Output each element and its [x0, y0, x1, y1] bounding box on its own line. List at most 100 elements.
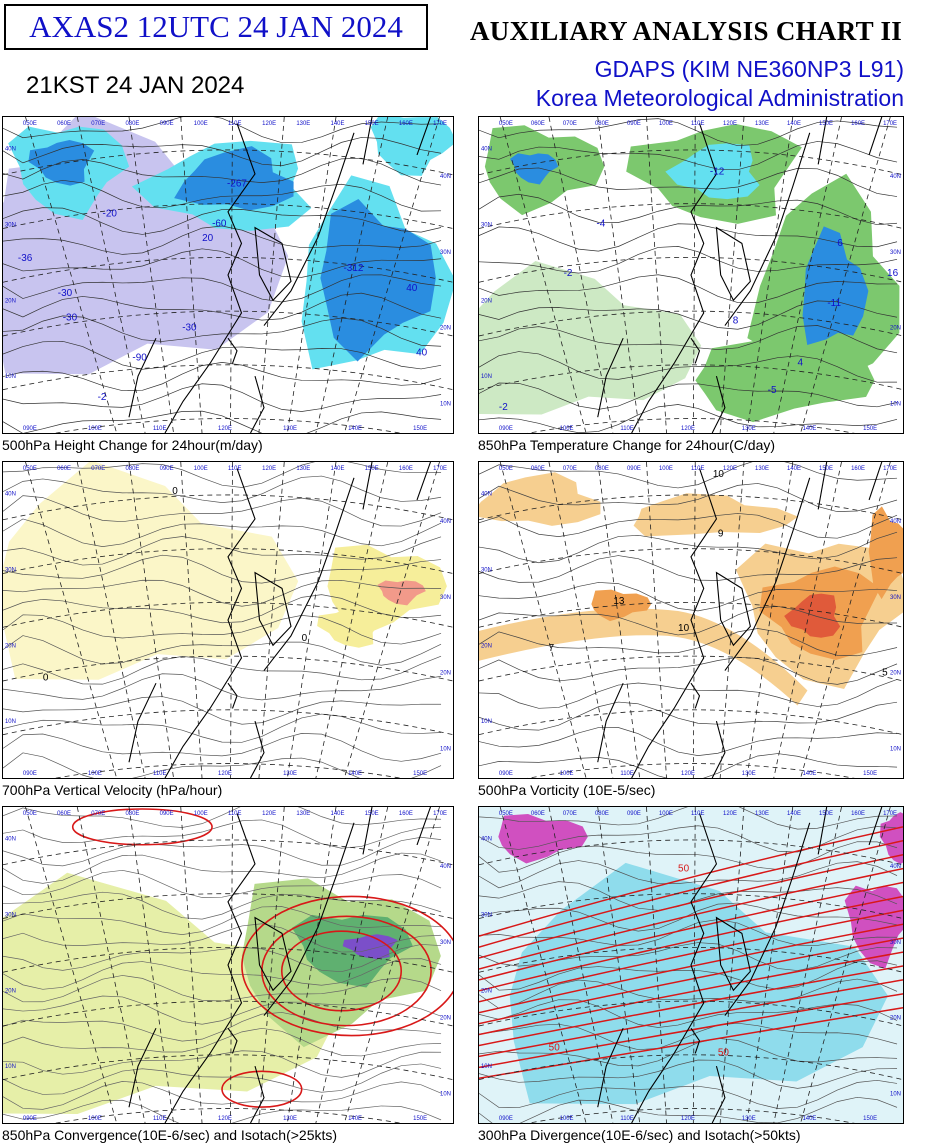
- longitude-line: [692, 462, 696, 778]
- contour-label: 16: [887, 268, 899, 279]
- latitude-line: [479, 602, 903, 628]
- convergence-isotach-map: 050E 060E 070E 080E 090E 100E 110E 120E 130E 140E…: [2, 806, 454, 1124]
- longitude-label: 090E: [627, 121, 641, 127]
- contour-line: [3, 340, 442, 370]
- isotach: [479, 965, 903, 1047]
- latitude-line: [3, 655, 453, 682]
- contour-label: -60: [212, 218, 227, 229]
- isotach: [479, 840, 903, 948]
- coastline: [362, 117, 373, 165]
- longitude-line: [315, 117, 389, 433]
- longitude-label: 100E: [88, 1116, 102, 1122]
- longitude-label: 050E: [499, 121, 513, 127]
- longitude-line: [180, 807, 203, 1123]
- contour-line: [3, 713, 442, 743]
- contour-label: -2: [499, 402, 508, 413]
- latitude-label: 10N: [440, 746, 451, 752]
- contour-line: [479, 555, 898, 583]
- height-fall-area: [320, 198, 436, 362]
- contour-line: [3, 554, 442, 584]
- isotach: [71, 808, 213, 846]
- latitude-line: [3, 149, 453, 176]
- coastline: [164, 468, 256, 778]
- isotach: [479, 951, 903, 1036]
- contour-line: [3, 975, 442, 1003]
- contour-line: [3, 157, 442, 186]
- contour-label: 10: [678, 623, 690, 634]
- longitude-label: 100E: [659, 811, 673, 817]
- vertical-velocity-map: 050E 060E 070E 080E 090E 100E 110E 120E 130E 140E…: [2, 461, 454, 779]
- longitude-line: [646, 117, 667, 433]
- temperature-change-caption: 850hPa Temperature Change for 24hour(C/d…: [478, 437, 776, 453]
- latitude-line: [527, 1108, 855, 1123]
- coastline: [254, 571, 292, 647]
- longitude-label: 090E: [499, 771, 513, 777]
- height-change-map: 050E 060E 070E 080E 090E 100E 110E 120E 130E 140E…: [2, 116, 454, 434]
- contour-line: [3, 1063, 442, 1095]
- longitude-label: 100E: [560, 1116, 574, 1122]
- longitude-label: 060E: [531, 811, 545, 817]
- contour-line: [479, 841, 898, 873]
- longitude-label: 130E: [742, 1116, 756, 1122]
- longitude-label: 130E: [283, 771, 297, 777]
- longitude-label: 140E: [331, 121, 345, 127]
- longitude-label: 110E: [153, 1116, 167, 1122]
- contour-line: [3, 475, 442, 503]
- coastline: [416, 462, 432, 501]
- map-canvas: 050E 060E 070E 080E 090E 100E 110E 120E 130E 140E…: [479, 117, 903, 433]
- longitude-label: 110E: [691, 811, 705, 817]
- longitude-label: 120E: [723, 466, 737, 472]
- longitude-label: 170E: [433, 466, 447, 472]
- latitude-line: [3, 1000, 453, 1027]
- longitude-line: [548, 462, 614, 778]
- coastline: [128, 337, 157, 418]
- contour-line: [3, 117, 442, 144]
- longitude-label: 110E: [153, 426, 167, 432]
- contour-labels: 50 50 50: [549, 864, 730, 1059]
- contour-line: [479, 246, 898, 274]
- contour-label: -2: [564, 268, 573, 279]
- height-fall-area: [370, 117, 453, 176]
- latitude-label: 40N: [890, 864, 901, 870]
- contour-label: 4: [797, 357, 803, 368]
- contour-label: -5: [768, 385, 777, 396]
- longitude-line: [76, 462, 146, 778]
- longitude-label: 120E: [262, 811, 276, 817]
- contour-label: 50: [718, 1047, 730, 1058]
- contour-line: [3, 807, 442, 828]
- longitude-label: 160E: [851, 466, 865, 472]
- strong-divergence-area: [498, 814, 588, 864]
- contour-line: [479, 582, 898, 612]
- contour-line: [3, 362, 442, 392]
- longitude-label: 150E: [413, 1116, 427, 1122]
- latitude-label: 30N: [440, 940, 451, 946]
- longitude-line: [499, 117, 587, 433]
- contour-line: [3, 635, 442, 666]
- contour-labels: -267-312-60-30-90-36-30-30-2-2040402020: [18, 179, 428, 404]
- latitude-line: [527, 763, 855, 778]
- latitude-line: [527, 418, 855, 433]
- longitude-label: 110E: [691, 121, 705, 127]
- contour-line: [479, 753, 898, 778]
- contour-line: [479, 978, 898, 1009]
- contour-labels: 10 9 7 13 10 5: [549, 469, 888, 679]
- longitude-label: 060E: [531, 466, 545, 472]
- coastline: [164, 123, 256, 433]
- longitude-label: 090E: [627, 466, 641, 472]
- latitude-line: [479, 203, 903, 229]
- longitude-label: 100E: [194, 466, 208, 472]
- contour-line: [3, 852, 442, 884]
- coastline: [227, 682, 238, 709]
- latitude-line: [54, 763, 402, 778]
- latitude-label: 30N: [5, 913, 16, 919]
- height-change-caption: 500hPa Height Change for 24hour(m/day): [2, 437, 263, 453]
- latitude-label: 40N: [890, 174, 901, 180]
- latitude-label: 20N: [481, 988, 492, 994]
- longitude-label: 100E: [659, 121, 673, 127]
- longitude-label: 170E: [883, 811, 897, 817]
- longitude-label: 110E: [228, 811, 242, 817]
- map-base: 050E 060E 070E 080E 090E 100E 110E 120E 130E 140E…: [3, 117, 453, 433]
- contour-label: -30: [63, 313, 78, 324]
- longitude-line: [180, 462, 203, 778]
- isotach: [479, 1006, 903, 1080]
